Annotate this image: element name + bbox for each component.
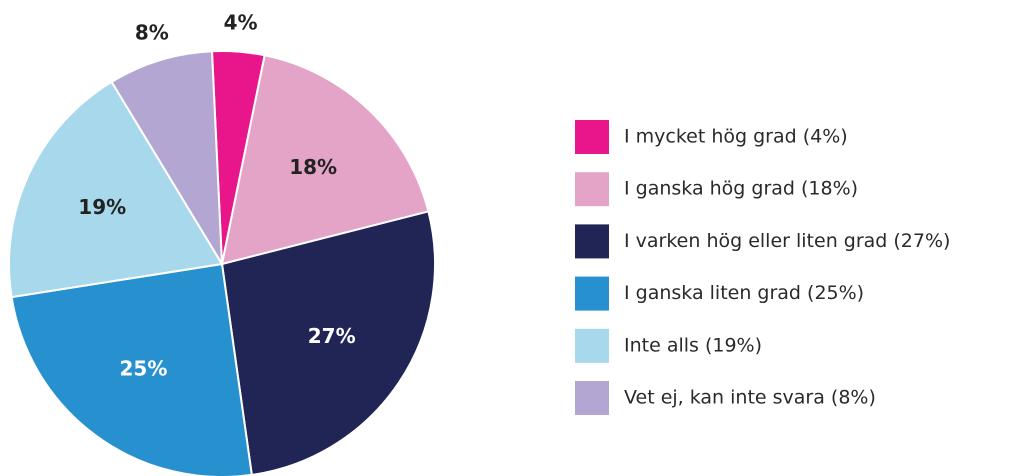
legend-label: Inte alls (19%) [624, 334, 762, 356]
data-label: 25% [119, 357, 167, 381]
legend-label: I ganska hög grad (18%) [624, 178, 858, 200]
legend-label: Vet ej, kan inte svara (8%) [624, 387, 876, 409]
pie-slice [110, 50, 223, 265]
legend-swatch [575, 224, 609, 259]
pie-slice [10, 262, 253, 476]
data-label: 27% [308, 324, 356, 348]
pie-slice [220, 54, 430, 266]
legend-swatch [575, 381, 609, 415]
pie-slice [8, 80, 224, 299]
pie-slice [220, 210, 436, 476]
legend-swatch [575, 120, 609, 154]
legend-label: I mycket hög grad (4%) [624, 126, 848, 148]
data-label: 4% [224, 11, 258, 35]
legend-swatch [575, 172, 609, 207]
legend-label: I varken hög eller liten grad (27%) [624, 230, 950, 252]
legend-label: I ganska liten grad (25%) [624, 282, 864, 304]
legend-swatch [575, 328, 609, 363]
data-label: 8% [135, 20, 169, 44]
data-label: 19% [78, 195, 126, 219]
legend-swatch [575, 276, 609, 311]
data-label: 18% [289, 155, 337, 179]
